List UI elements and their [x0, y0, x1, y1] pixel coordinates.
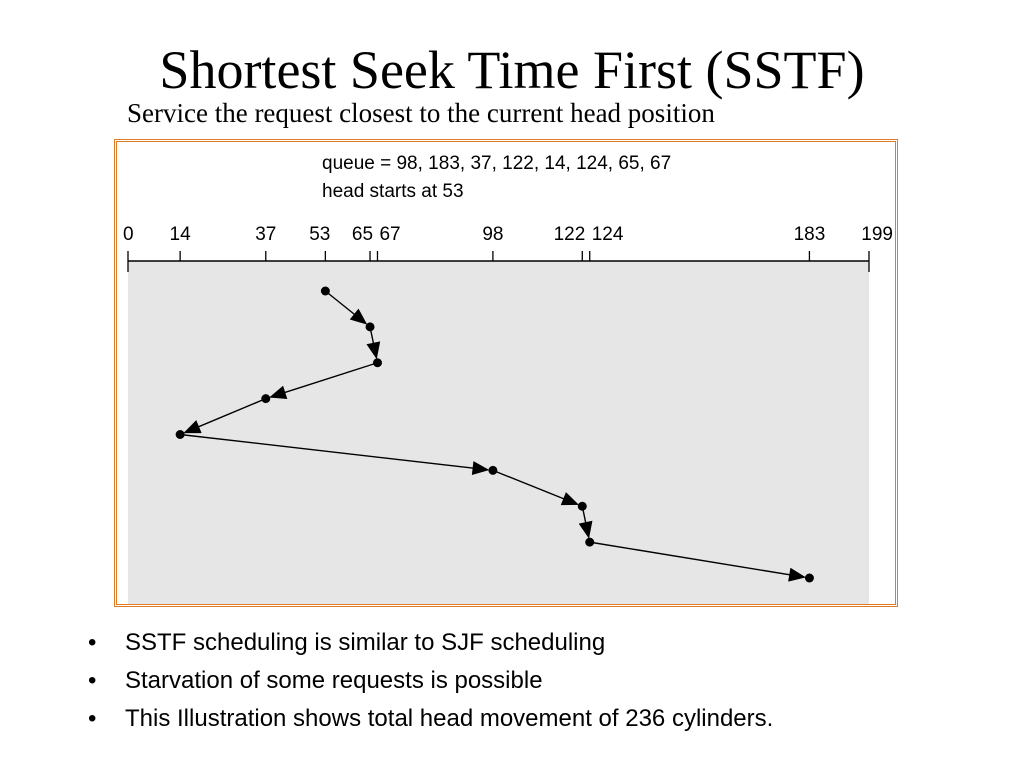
bullet-item: • This Illustration shows total head move… — [88, 700, 773, 738]
bullet-item: • Starvation of some requests is possible — [88, 662, 773, 700]
bullet-text: SSTF scheduling is similar to SJF schedu… — [125, 629, 606, 656]
tick-label: 183 — [794, 224, 826, 245]
tick-label: 67 — [379, 224, 400, 245]
bullet-text: Starvation of some requests is possible — [125, 667, 543, 694]
request-point — [365, 322, 375, 332]
bullet-text: This Illustration shows total head movem… — [125, 705, 774, 732]
request-point — [372, 358, 382, 368]
request-point — [804, 573, 814, 583]
request-point — [488, 465, 498, 475]
path-segment — [366, 326, 381, 360]
tick-label: 122 — [554, 224, 586, 245]
bullet-item: • SSTF scheduling is similar to SJF sched… — [88, 624, 773, 662]
tick-label: 65 — [352, 224, 373, 245]
tick-label: 37 — [255, 224, 276, 245]
head-start-label: head starts at 53 — [322, 181, 464, 202]
path-segment — [180, 433, 490, 476]
axis-ticks: 0 14 37 53 65 67 98 122 124 183 199 — [123, 224, 893, 272]
tick-label: 98 — [482, 224, 503, 245]
head-path — [175, 286, 814, 583]
request-point — [320, 286, 330, 296]
tick-label: 0 — [123, 224, 134, 245]
path-segment — [492, 469, 579, 506]
path-segment — [269, 362, 378, 400]
plot-background — [128, 261, 869, 604]
request-point — [261, 394, 271, 404]
path-segment — [589, 541, 806, 582]
sstf-figure: queue = 98, 183, 37, 122, 14, 124, 65, 6… — [114, 139, 898, 607]
request-point — [577, 501, 587, 511]
bullet-list: • SSTF scheduling is similar to SJF sched… — [88, 624, 773, 738]
tick-label: 53 — [309, 224, 330, 245]
request-point — [585, 537, 595, 547]
tick-label: 199 — [861, 224, 893, 245]
slide-subtitle: Service the request closest to the curre… — [127, 98, 715, 128]
bullet-dot: • — [88, 629, 97, 656]
tick-label: 124 — [592, 224, 624, 245]
tick-label: 14 — [170, 224, 192, 245]
path-segment — [324, 290, 368, 325]
queue-label: queue = 98, 183, 37, 122, 14, 124, 65, 6… — [322, 153, 671, 174]
slide-title: Shortest Seek Time First (SSTF) — [159, 40, 865, 100]
bullet-dot: • — [88, 667, 97, 694]
bullet-dot: • — [88, 705, 97, 732]
request-point — [175, 430, 185, 439]
path-segment — [578, 506, 593, 539]
path-segment — [183, 397, 267, 434]
sstf-diagram: queue = 98, 183, 37, 122, 14, 124, 65, 6… — [123, 153, 893, 604]
